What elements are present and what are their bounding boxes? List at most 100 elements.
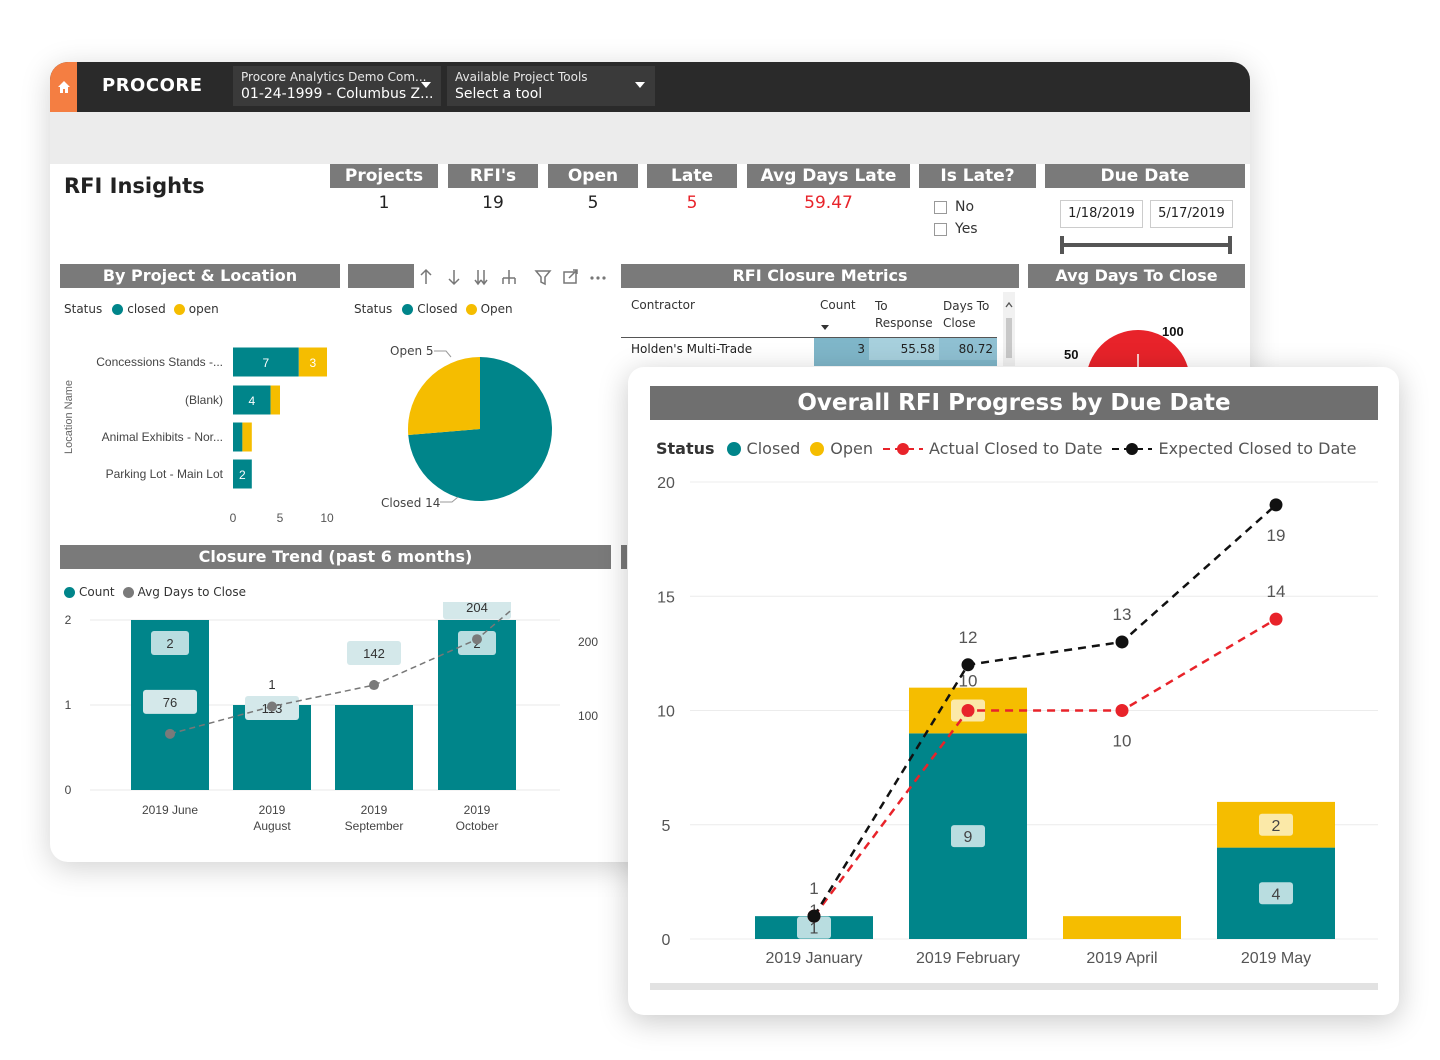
x-axis-label: 2019 May <box>1241 950 1311 967</box>
due-date-label: Due Date <box>1045 164 1245 188</box>
x-axis-label: 2019 January <box>766 950 863 967</box>
category-label: (Blank) <box>185 393 223 407</box>
cell-to-response: 55.58 <box>869 338 939 360</box>
x-tick-label: 0 <box>230 511 237 525</box>
count-label-box <box>151 631 189 655</box>
count-label: 1 <box>268 677 275 692</box>
scroll-thumb[interactable] <box>1006 318 1012 358</box>
sort-up-icon[interactable] <box>420 268 432 284</box>
pie-slice-open <box>408 357 480 435</box>
legend-closed: Closed <box>417 302 458 316</box>
legend-title: Status <box>64 302 103 316</box>
gauge-label-50: 50 <box>1064 347 1078 362</box>
kpi-projects-label: Projects <box>330 164 438 188</box>
kpi-open-value: 5 <box>587 193 599 213</box>
expected-point <box>1269 498 1283 512</box>
chevron-down-icon <box>635 82 645 88</box>
drill-down-icon[interactable] <box>502 270 516 284</box>
count-legend-dot <box>64 586 75 598</box>
actual-value-label: 10 <box>959 672 978 691</box>
by-project-location-header: By Project & Location <box>60 264 340 288</box>
is-late-no-label: No <box>955 199 975 215</box>
is-late-no-checkbox[interactable]: No <box>934 199 974 215</box>
is-late-yes-checkbox[interactable]: Yes <box>934 221 978 237</box>
expected-point <box>807 909 821 923</box>
status-pie-chart <box>408 350 552 503</box>
bar-value-label: 2 <box>239 468 246 482</box>
sort-down-icon[interactable] <box>448 270 460 286</box>
toolbar-strip <box>50 112 1250 164</box>
pie-closed-leader <box>440 496 459 503</box>
expected-legend-marker <box>1112 442 1153 455</box>
pie-open-label: Open 5 <box>390 344 434 358</box>
due-date-slider-track[interactable] <box>1062 243 1232 247</box>
kpi-rfis-value: 19 <box>482 193 504 213</box>
overall-progress-card: Overall RFI Progress by Due Date Status … <box>628 367 1399 1015</box>
category-label: Concessions Stands -... <box>96 355 223 369</box>
x-tick-label: 5 <box>277 511 284 525</box>
closed-label: 4 <box>1272 886 1281 903</box>
column-header-contractor[interactable]: Contractor <box>631 298 695 312</box>
hidden-section-header <box>621 545 627 569</box>
y-tick-label: 0 <box>662 932 671 949</box>
company-project-dropdown[interactable]: Procore Analytics Demo Com... 01-24-1999… <box>233 66 441 106</box>
filter-icon[interactable] <box>534 270 552 286</box>
location-axis-title: Location Name <box>63 380 75 454</box>
home-icon <box>57 81 70 93</box>
y-tick-label: 5 <box>662 818 671 835</box>
due-date-slider-start-handle[interactable] <box>1060 236 1064 254</box>
avg-label-box <box>443 602 511 620</box>
right-tick-label: 100 <box>578 709 598 723</box>
kpi-avg-days-late-label: Avg Days Late <box>747 164 910 188</box>
legend-expected: Expected Closed to Date <box>1158 439 1357 458</box>
overall-progress-title: Overall RFI Progress by Due Date <box>650 386 1378 420</box>
checkbox-icon <box>934 200 947 214</box>
scroll-up-icon[interactable] <box>1003 300 1015 310</box>
focus-mode-icon[interactable] <box>563 269 578 284</box>
pie-legend: Status Closed Open <box>354 302 513 316</box>
x-axis-label: 2019 <box>259 803 286 817</box>
sort-descending-icon[interactable] <box>820 324 830 332</box>
visual-toolbar <box>414 264 614 290</box>
open-legend-dot <box>465 303 477 315</box>
procore-logo: PROCORE <box>102 75 203 96</box>
pie-closed-label: Closed 14 <box>381 496 441 510</box>
project-tools-dropdown[interactable]: Available Project Tools Select a tool <box>447 66 655 106</box>
location-bar-chart: Location Name Concessions Stands -... 7 3 (B… <box>63 347 334 525</box>
table-row[interactable]: Holden's Multi-Trade 3 55.58 80.72 <box>621 338 997 360</box>
x-axis-label: August <box>253 819 291 833</box>
open-legend-dot <box>810 441 825 456</box>
more-options-icon[interactable] <box>590 276 606 280</box>
table-scrollbar[interactable] <box>1003 292 1015 366</box>
chart-scrollbar[interactable] <box>650 983 1378 990</box>
expected-line <box>812 503 1277 917</box>
kpi-late-value: 5 <box>686 193 698 213</box>
due-date-slider-end-handle[interactable] <box>1228 236 1232 254</box>
open-bar <box>242 422 252 452</box>
home-button[interactable] <box>50 62 77 112</box>
actual-line <box>812 618 1277 917</box>
avg-days-legend-dot <box>122 586 134 598</box>
progress-legend: Status Closed Open Actual Closed to Date… <box>656 439 1356 458</box>
closed-label: 9 <box>964 829 973 846</box>
pie-slice-closed <box>408 357 552 501</box>
legend-open: Open <box>480 302 513 316</box>
avg-label: 204 <box>466 602 488 615</box>
actual-point <box>961 704 975 717</box>
expand-all-icon[interactable] <box>474 270 488 286</box>
top-nav-bar: PROCORE Procore Analytics Demo Com... 01… <box>50 62 1250 112</box>
legend-title: Status <box>656 439 715 458</box>
closed-bar <box>233 422 243 452</box>
column-header-days-to-close[interactable]: Days To Close <box>943 299 990 330</box>
column-header-count[interactable]: Count <box>820 298 856 312</box>
avg-label: 76 <box>163 695 177 710</box>
y-tick-label: 15 <box>657 589 675 606</box>
due-date-end-input[interactable]: 5/17/2019 <box>1150 200 1233 228</box>
location-legend: Status closed open <box>64 302 219 316</box>
actual-value-label: 10 <box>1113 732 1132 751</box>
legend-closed: Closed <box>746 439 801 458</box>
column-header-to-response[interactable]: To Response <box>875 299 933 330</box>
due-date-start-input[interactable]: 1/18/2019 <box>1060 200 1143 228</box>
closure-trend-header: Closure Trend (past 6 months) <box>60 545 611 569</box>
